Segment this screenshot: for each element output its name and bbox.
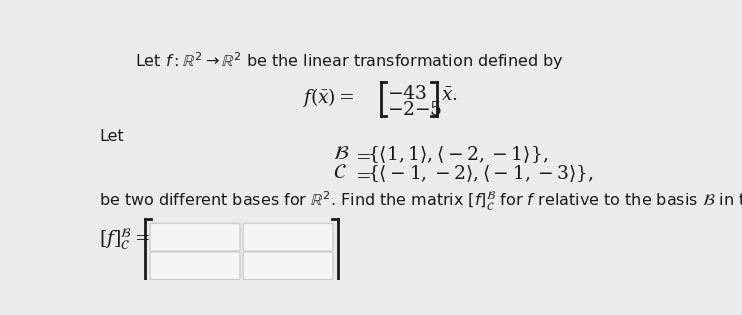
Text: $3$: $3$ [413, 84, 426, 103]
Text: Let $f : \mathbb{R}^2 \to \mathbb{R}^2$ be the linear transformation defined by: Let $f : \mathbb{R}^2 \to \mathbb{R}^2$ … [135, 50, 564, 72]
Text: $\{\langle -1,-2\rangle , \langle -1,-3\rangle\},$: $\{\langle -1,-2\rangle , \langle -1,-3\… [367, 163, 594, 184]
Text: $\{\langle 1,1\rangle , \langle -2,-1\rangle\},$: $\{\langle 1,1\rangle , \langle -2,-1\ra… [367, 144, 548, 165]
FancyBboxPatch shape [243, 223, 333, 251]
Text: $\mathcal{C}$: $\mathcal{C}$ [333, 163, 347, 182]
Text: $f(\bar{x}) =$: $f(\bar{x}) =$ [302, 86, 355, 109]
Text: $=$: $=$ [352, 165, 371, 184]
FancyBboxPatch shape [243, 252, 333, 280]
Text: $\mathcal{B}$: $\mathcal{B}$ [333, 144, 349, 163]
Text: Let: Let [99, 129, 124, 144]
Text: be two different bases for $\mathbb{R}^2$. Find the matrix $[f]_{\mathcal{C}}^{\: be two different bases for $\mathbb{R}^2… [99, 190, 742, 214]
Text: $-4$: $-4$ [387, 84, 416, 103]
Text: $=$: $=$ [352, 146, 371, 165]
FancyBboxPatch shape [150, 223, 240, 251]
Text: $[f]_{\mathcal{C}}^{\mathcal{B}} =$: $[f]_{\mathcal{C}}^{\mathcal{B}} =$ [99, 226, 150, 252]
Text: $-5$: $-5$ [413, 100, 441, 119]
Text: $\bar{x}.$: $\bar{x}.$ [441, 86, 457, 105]
FancyBboxPatch shape [150, 252, 240, 280]
Text: $-2$: $-2$ [387, 100, 415, 119]
